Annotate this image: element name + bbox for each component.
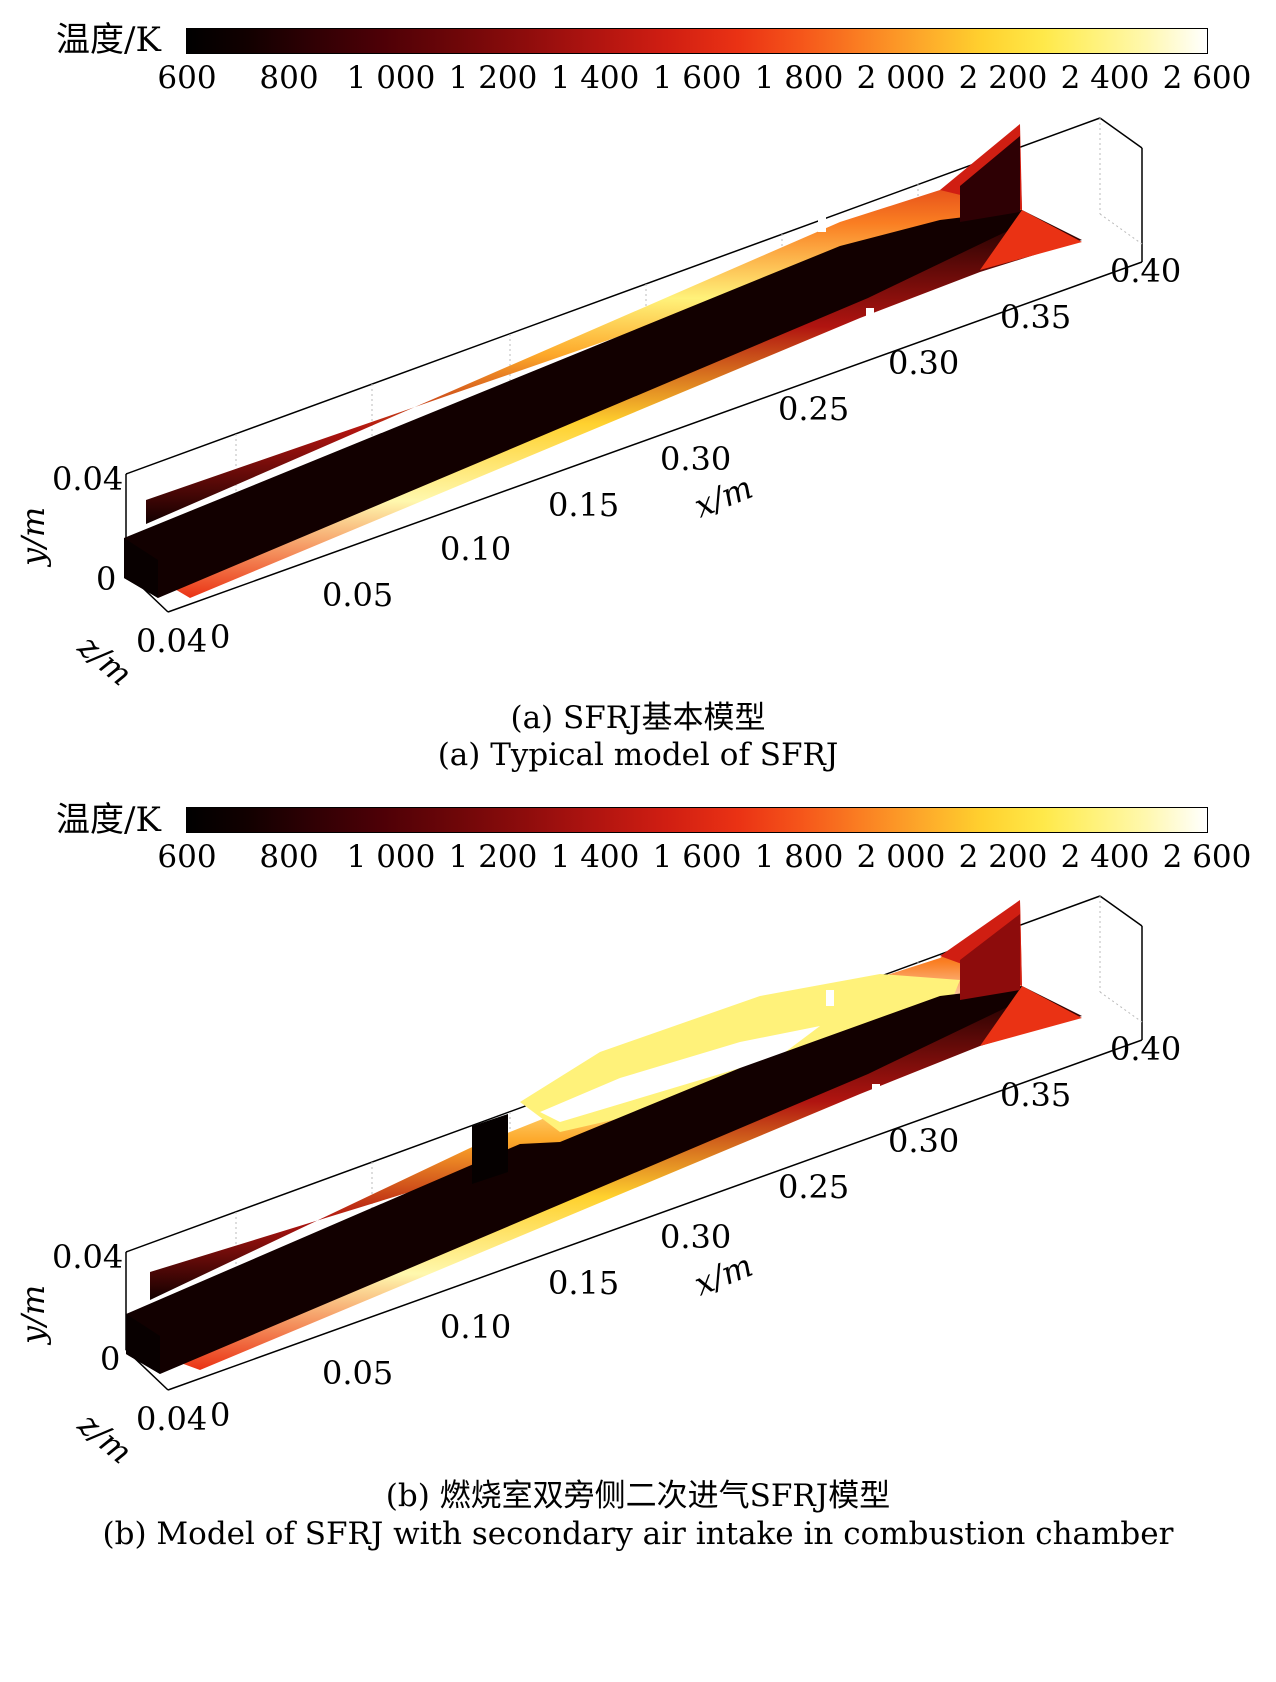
axes-box [125,117,1143,613]
z-axis-label: z/m [70,1404,140,1471]
colorbar-tick-label: 1 400 [550,839,640,875]
x-tick: 0.35 [1000,1076,1071,1114]
panel-a: 温度/K 600 800 1 000 1 200 1 400 1 600 1 800 2 00… [0,0,1276,830]
colorbar-tick-label: 600 [157,839,217,875]
x-tick: 0.30 [888,1122,959,1160]
x-tick: 0.40 [1110,252,1181,290]
colorbar-tick-label: 1 800 [754,839,844,875]
x-tick: 0.10 [440,530,511,568]
colorbar-tick-label: 1 200 [448,60,538,96]
colorbar-tick-label: 2 200 [958,60,1048,96]
colorbar-tick-label: 1 400 [550,60,640,96]
y-tick: 0.04 [52,1238,123,1276]
caption-en-a: (a) Typical model of SFRJ [437,737,839,773]
colorbar-tick-label: 2 600 [1162,60,1252,96]
y-axis-label: y/m [14,507,52,568]
temperature-field [124,124,1082,598]
colorbar-tick-label: 800 [259,60,319,96]
caption-en-b: (b) Model of SFRJ with secondary air int… [102,1516,1174,1552]
x-tick: 0.30 [888,344,959,382]
x-tick: 0.25 [778,390,849,428]
y-axis-label: y/m [14,1285,52,1346]
colorbar-label: 温度/K [56,20,161,60]
x-tick: 0.30 [660,440,731,478]
temperature-colorbar [186,807,1208,833]
x-tick: 0.15 [548,486,619,524]
z-tick: 0.04 [136,622,207,660]
y-tick: 0.04 [52,460,123,498]
temperature-field [126,900,1082,1374]
colorbar-tick-label: 1 800 [754,60,844,96]
colorbar-tick-label: 1 600 [652,60,742,96]
x-tick: 0.30 [660,1218,731,1256]
y-tick: 0 [96,560,116,598]
panel-b: 温度/K 600 800 1 000 1 200 1 400 1 600 1 800 2 00… [0,800,1276,1682]
z-axis-label: z/m [70,626,140,693]
caption-cn-a: (a) SFRJ基本模型 [510,700,766,736]
colorbar-tick-label: 2 000 [856,60,946,96]
x-tick: 0.25 [778,1168,849,1206]
x-tick: 0.05 [322,576,393,614]
x-tick: 0.15 [548,1264,619,1302]
z-tick: 0.04 [136,1400,207,1438]
x-tick: 0.40 [1110,1030,1181,1068]
colorbar-tick-label: 800 [259,839,319,875]
temperature-colorbar [186,28,1208,54]
y-tick: 0 [100,1340,120,1378]
colorbar-tick-label: 2 400 [1060,60,1150,96]
x-tick-labels: 0 0.05 0.10 0.15 0.30 0.25 0.30 0.35 0.4… [210,252,1181,656]
temperature-field-plot-a: 0 0.05 0.10 0.15 0.30 0.25 0.30 0.35 0.4… [14,117,1181,693]
temperature-field-plot-b: 0 0.05 0.10 0.15 0.30 0.25 0.30 0.35 0.4… [14,895,1181,1471]
x-tick: 0.35 [1000,298,1071,336]
caption-cn-b: (b) 燃烧室双旁侧二次进气SFRJ模型 [385,1478,891,1514]
colorbar-tick-label: 1 200 [448,839,538,875]
x-tick: 0 [210,618,230,656]
colorbar-tick-label: 1 000 [346,60,436,96]
x-tick: 0.05 [322,1354,393,1392]
colorbar-tick-label: 2 200 [958,839,1048,875]
colorbar-tick-label: 2 400 [1060,839,1150,875]
colorbar-tick-label: 2 600 [1162,839,1252,875]
x-tick: 0 [210,1396,230,1434]
colorbar-tick-label: 600 [157,60,217,96]
x-tick: 0.10 [440,1308,511,1346]
colorbar-tick-label: 1 600 [652,839,742,875]
colorbar-label: 温度/K [56,800,161,840]
x-tick-labels: 0 0.05 0.10 0.15 0.30 0.25 0.30 0.35 0.4… [210,1030,1181,1434]
colorbar-tick-label: 1 000 [346,839,436,875]
colorbar-tick-label: 2 000 [856,839,946,875]
